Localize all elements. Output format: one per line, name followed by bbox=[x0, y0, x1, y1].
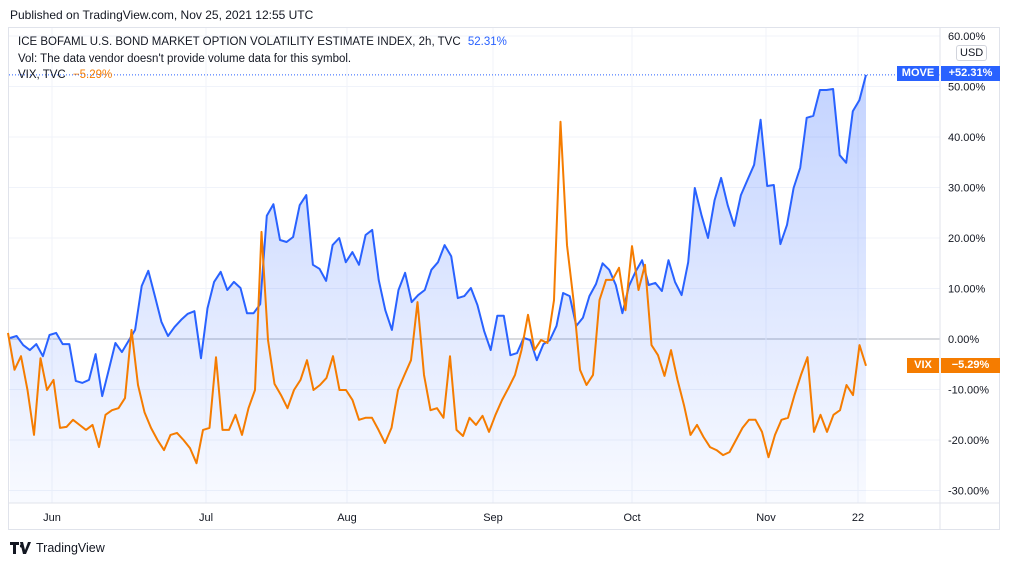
y-tick-label: 50.00% bbox=[948, 82, 986, 94]
legend-main-value: 52.31% bbox=[467, 36, 507, 48]
legend-compare-value: −5.29% bbox=[72, 69, 113, 81]
y-tick-label: 40.00% bbox=[948, 132, 986, 144]
x-tick-label: Nov bbox=[756, 512, 776, 524]
y-tick-label: 30.00% bbox=[948, 183, 986, 195]
brand-name: TradingView bbox=[36, 541, 105, 555]
move-area-fill bbox=[10, 74, 866, 504]
y-tick-label: -10.00% bbox=[948, 385, 989, 397]
tradingview-logo-icon bbox=[10, 542, 31, 554]
legend-main[interactable]: ICE BOFAML U.S. BOND MARKET OPTION VOLAT… bbox=[18, 36, 507, 48]
currency-button[interactable]: USD bbox=[956, 45, 988, 61]
series-line-move bbox=[9, 74, 867, 398]
legend-compare[interactable]: VIX, TVC −5.29% bbox=[18, 69, 112, 81]
series-line-vix bbox=[7, 120, 867, 465]
y-tick-label: 10.00% bbox=[948, 284, 986, 296]
y-tick-label: 0.00% bbox=[948, 334, 979, 346]
y-tick-label: -20.00% bbox=[948, 435, 989, 447]
x-tick-label: 22 bbox=[852, 512, 864, 524]
x-tick-label: Jul bbox=[199, 512, 213, 524]
move-series-tag: MOVE bbox=[897, 66, 939, 81]
vix-last-value-label: −5.29% bbox=[941, 358, 1000, 373]
x-tick-label: Sep bbox=[483, 512, 503, 524]
legend-volume-note: Vol: The data vendor doesn't provide vol… bbox=[18, 53, 352, 65]
move-last-value-label: +52.31% bbox=[941, 66, 1000, 81]
chart-frame bbox=[8, 27, 1000, 530]
x-tick-label: Aug bbox=[337, 512, 357, 524]
x-tick-label: Oct bbox=[623, 512, 640, 524]
published-line: Published on TradingView.com, Nov 25, 20… bbox=[10, 8, 314, 22]
y-tick-label: -30.00% bbox=[948, 486, 989, 498]
y-tick-label: 20.00% bbox=[948, 233, 986, 245]
y-tick-label: 60.00% bbox=[948, 31, 986, 43]
legend-compare-title: VIX, TVC bbox=[18, 69, 66, 81]
x-tick-label: Jun bbox=[43, 512, 61, 524]
vix-series-tag: VIX bbox=[907, 358, 939, 373]
legend-main-title: ICE BOFAML U.S. BOND MARKET OPTION VOLAT… bbox=[18, 36, 461, 48]
tradingview-logo[interactable]: TradingView bbox=[10, 541, 105, 555]
